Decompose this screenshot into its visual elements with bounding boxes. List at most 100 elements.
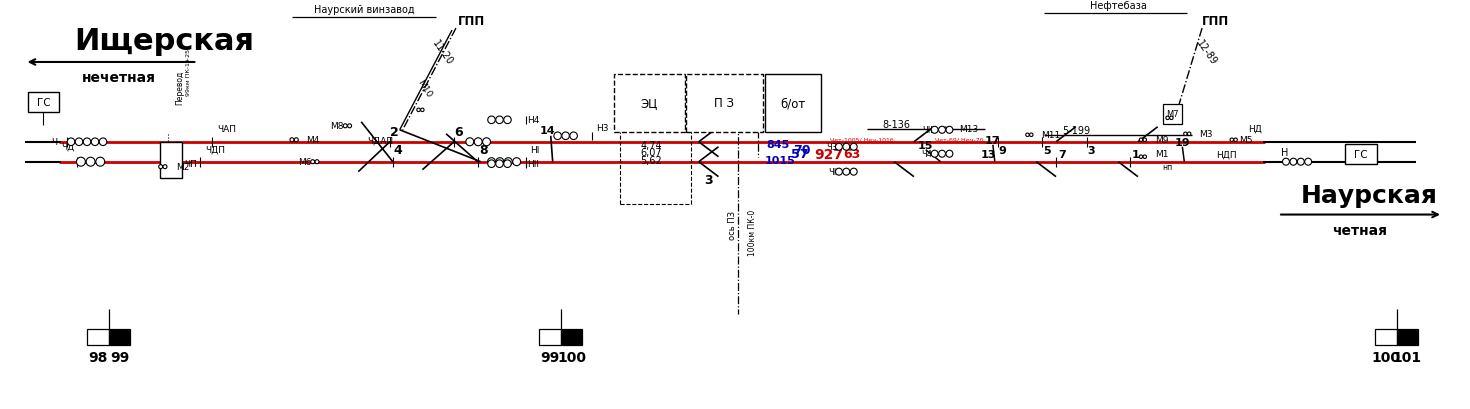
Circle shape <box>488 117 495 124</box>
Text: 63: 63 <box>844 148 860 161</box>
Circle shape <box>850 169 857 176</box>
Bar <box>1374 329 1396 345</box>
Circle shape <box>1305 159 1311 166</box>
Text: 14: 14 <box>539 126 556 135</box>
Circle shape <box>513 158 520 166</box>
Circle shape <box>842 169 850 176</box>
Circle shape <box>947 127 953 134</box>
Circle shape <box>1170 117 1173 120</box>
Circle shape <box>835 144 842 151</box>
Text: 99: 99 <box>539 350 560 364</box>
Bar <box>1396 329 1419 345</box>
Circle shape <box>1144 155 1147 159</box>
Text: 927: 927 <box>814 147 844 161</box>
Text: 99км ПК-1+25: 99км ПК-1+25 <box>187 49 191 96</box>
Bar <box>764 75 822 133</box>
Text: Наурская: Наурская <box>1301 183 1438 207</box>
Text: Н3: Н3 <box>597 124 609 133</box>
Text: ЭЦ: ЭЦ <box>641 97 659 110</box>
Circle shape <box>488 158 495 166</box>
Circle shape <box>504 158 512 166</box>
Text: Нефтебаза: Нефтебаза <box>1089 1 1147 11</box>
Text: Н4: Н4 <box>528 116 539 125</box>
Text: 5: 5 <box>1044 145 1051 155</box>
Circle shape <box>1139 139 1142 142</box>
Circle shape <box>488 160 495 168</box>
Text: ЧДАП: ЧДАП <box>368 136 394 145</box>
Circle shape <box>76 158 85 167</box>
Text: Ч: Ч <box>51 138 57 147</box>
Text: четная: четная <box>1332 223 1388 237</box>
Bar <box>1163 105 1182 124</box>
Circle shape <box>96 158 104 167</box>
Text: ЧАП: ЧАП <box>218 125 237 134</box>
Circle shape <box>1139 155 1142 159</box>
Text: 6: 6 <box>454 126 463 139</box>
Circle shape <box>554 133 562 140</box>
Text: Наурский винзавод: Наурский винзавод <box>315 5 415 15</box>
Bar <box>160 142 182 178</box>
Text: НI: НI <box>531 146 539 155</box>
Text: 6,07: 6,07 <box>641 147 662 157</box>
Circle shape <box>495 160 503 168</box>
Text: ЧД: ЧД <box>62 142 75 151</box>
Text: 13: 13 <box>980 149 995 160</box>
Circle shape <box>938 151 945 158</box>
Circle shape <box>504 117 512 124</box>
Circle shape <box>504 160 512 168</box>
Text: 100: 100 <box>1372 350 1399 364</box>
Circle shape <box>842 144 850 151</box>
Text: 7: 7 <box>1058 149 1066 160</box>
Text: 845: 845 <box>766 139 789 149</box>
Circle shape <box>417 109 420 112</box>
Circle shape <box>159 165 163 169</box>
Text: 17: 17 <box>985 135 1001 146</box>
Bar <box>87 329 109 345</box>
Text: 8: 8 <box>479 144 488 157</box>
Text: 19: 19 <box>1175 137 1191 147</box>
Circle shape <box>315 160 319 164</box>
Text: нп: нп <box>1163 163 1173 172</box>
Circle shape <box>294 138 298 142</box>
Text: ось ПЗ: ось ПЗ <box>728 211 736 239</box>
Text: Чет-69/ Неч-70: Чет-69/ Неч-70 <box>935 137 983 142</box>
Circle shape <box>495 117 503 124</box>
Text: М9: М9 <box>1155 136 1169 145</box>
Circle shape <box>495 158 504 166</box>
Text: 101: 101 <box>1392 350 1421 364</box>
Bar <box>560 329 582 345</box>
Circle shape <box>947 151 953 158</box>
Circle shape <box>835 169 842 176</box>
Text: Ч3: Ч3 <box>826 143 836 152</box>
Text: Ищерская: Ищерская <box>74 27 254 55</box>
Circle shape <box>1029 134 1033 137</box>
Text: ГПП: ГПП <box>1202 15 1229 27</box>
Text: 100км ПК-0: 100км ПК-0 <box>748 209 757 255</box>
Text: М13: М13 <box>960 125 979 134</box>
Text: Ч4: Ч4 <box>922 150 932 159</box>
Circle shape <box>931 127 938 134</box>
Text: 11-20: 11-20 <box>431 38 454 67</box>
Text: М11: М11 <box>1041 131 1060 140</box>
Text: 98: 98 <box>88 350 107 364</box>
Text: 4,74: 4,74 <box>641 140 662 151</box>
Text: Перевод: Перевод <box>175 71 184 105</box>
Circle shape <box>290 138 294 142</box>
Text: М3: М3 <box>1200 130 1213 139</box>
Circle shape <box>475 138 482 146</box>
Bar <box>539 329 560 345</box>
Text: 2: 2 <box>391 126 400 139</box>
Circle shape <box>938 127 945 134</box>
Text: 12-89: 12-89 <box>1194 38 1219 67</box>
Bar <box>614 75 685 133</box>
Text: 4: 4 <box>394 144 403 157</box>
Circle shape <box>1298 159 1304 166</box>
Circle shape <box>420 109 423 112</box>
Circle shape <box>1183 133 1188 136</box>
Text: М10: М10 <box>416 78 434 99</box>
Text: НII: НII <box>528 160 539 169</box>
Circle shape <box>466 138 473 146</box>
Circle shape <box>562 133 569 140</box>
Circle shape <box>87 158 96 167</box>
Text: 1: 1 <box>1132 149 1139 160</box>
